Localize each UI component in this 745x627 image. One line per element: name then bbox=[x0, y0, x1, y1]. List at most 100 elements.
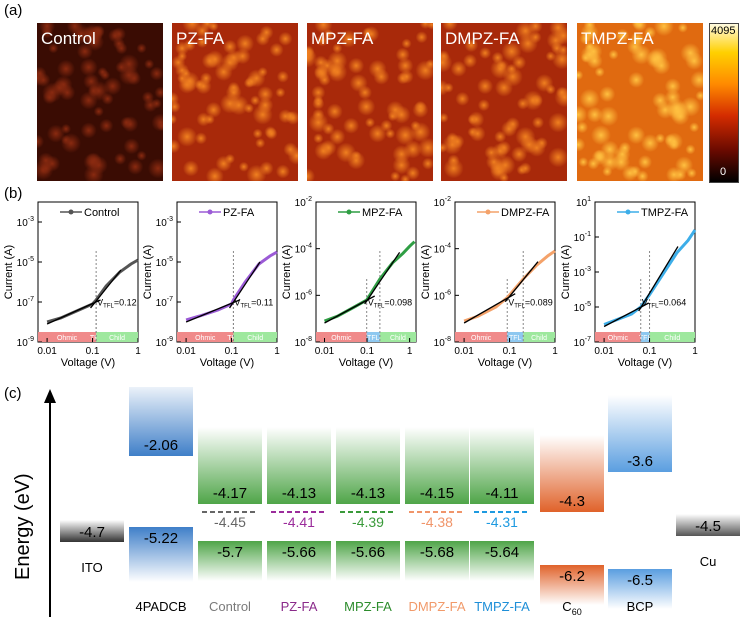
energy-column-pz-fa: -4.13 -4.41 -5.66 PZ-FA bbox=[267, 427, 331, 614]
y-tick-label: 10-5 bbox=[156, 256, 173, 269]
region-label: Ohmic bbox=[57, 335, 78, 342]
x-tick-label: 0.01 bbox=[594, 346, 614, 357]
region-label: Child bbox=[390, 335, 406, 342]
y-tick-label: 10-3 bbox=[156, 216, 173, 229]
panel-label-c: (c) bbox=[4, 385, 22, 402]
level-value: -4.5 bbox=[695, 518, 721, 535]
y-tick-label: 10-2 bbox=[434, 196, 451, 209]
x-tick-label: 1 bbox=[274, 346, 280, 357]
y-tick-label: 10-5 bbox=[17, 256, 34, 269]
colorbar-max-label: 4095 bbox=[711, 25, 736, 37]
region-bar-ohmic bbox=[38, 332, 97, 342]
region-bar-ohmic bbox=[316, 332, 367, 342]
y-tick-label: 10-6 bbox=[434, 289, 451, 302]
lumo-value: -3.6 bbox=[627, 453, 653, 470]
data-curve bbox=[323, 240, 416, 323]
vtfl-sub: TFL bbox=[103, 304, 114, 310]
colorbar-min-label: 0 bbox=[720, 166, 727, 178]
column-name: PZ-FA bbox=[281, 599, 318, 614]
legend-marker bbox=[68, 209, 74, 215]
region-label: Child bbox=[247, 335, 263, 342]
x-tick-label: 0.01 bbox=[454, 346, 474, 357]
homo-value: -5.66 bbox=[282, 544, 316, 561]
sclc-plots: Ohmic TFL Child 10-3 10-5 10-7 10-9 0.01 0.1 1 Vol… bbox=[3, 196, 698, 369]
afm-image-pz-fa: PZ-FA bbox=[172, 23, 298, 181]
lumo-band bbox=[336, 427, 400, 504]
legend-label: MPZ-FA bbox=[362, 207, 403, 219]
region-bar-child bbox=[523, 332, 555, 342]
region-label: Ohmic bbox=[471, 335, 492, 342]
afm-image-dmpz-fa: DMPZ-FA bbox=[441, 23, 567, 181]
vtfl-label: VTFL=0.11 bbox=[234, 298, 273, 310]
fit-line-tfl bbox=[90, 269, 122, 309]
lumo-band bbox=[267, 427, 331, 504]
x-axis-label: Voltage (V) bbox=[478, 357, 532, 369]
column-name: BCP bbox=[627, 599, 654, 614]
region-bar-child bbox=[649, 332, 695, 342]
y-tick-label: 10-8 bbox=[434, 336, 451, 349]
energy-column-dmpz-fa: -4.15 -4.38 -5.68 DMPZ-FA bbox=[405, 427, 469, 614]
region-label: Ohmic bbox=[608, 335, 629, 342]
y-tick-label: 10-7 bbox=[574, 336, 591, 349]
fermi-level-value: -4.38 bbox=[421, 514, 453, 530]
legend-label: DMPZ-FA bbox=[501, 207, 550, 219]
y-tick-label: 10-5 bbox=[574, 301, 591, 314]
fermi-level-value: -4.45 bbox=[214, 514, 246, 530]
fit-line-ohmic bbox=[463, 293, 516, 324]
lumo-band bbox=[198, 427, 262, 504]
y-tick-label: 10-9 bbox=[156, 336, 173, 349]
y-tick-label: 10-7 bbox=[156, 296, 173, 309]
afm-image-control: Control bbox=[37, 23, 163, 181]
y-tick-label: 10-6 bbox=[295, 289, 312, 302]
lumo-value: -4.13 bbox=[351, 485, 385, 502]
fermi-level-value: -4.31 bbox=[486, 514, 518, 530]
data-curve bbox=[46, 258, 139, 324]
sclc-plot-mpz-fa: Ohmic TFL Child 10-2 10-4 10-6 10-80.01 0.1 1 Vol… bbox=[281, 196, 417, 369]
y-tick-exp: -7 bbox=[585, 336, 591, 343]
column-name: ITO bbox=[81, 560, 102, 575]
homo-value: -5.68 bbox=[420, 544, 454, 561]
panel-label-a: (a) bbox=[4, 2, 23, 19]
region-bar-ohmic bbox=[177, 332, 234, 342]
sclc-plot-control: Ohmic TFL Child 10-3 10-5 10-7 10-90.01 0.1 1 Vol… bbox=[3, 201, 141, 369]
region-label: TFL bbox=[509, 335, 522, 342]
sclc-plot-dmpz-fa: Ohmic TFL Child 10-2 10-4 10-6 10-80.01 0.1 1 Vol… bbox=[420, 196, 558, 369]
plot-frame bbox=[315, 201, 417, 343]
vtfl-sub: TFL bbox=[240, 304, 251, 310]
homo-band bbox=[608, 569, 672, 609]
afm-label-dmpz-fa: DMPZ-FA bbox=[445, 29, 520, 48]
vtfl-label: VTFL=0.064 bbox=[642, 298, 686, 310]
y-tick-exp: -3 bbox=[28, 216, 34, 223]
y-tick-label: 10-3 bbox=[574, 266, 591, 279]
homo-band bbox=[198, 541, 262, 581]
fit-line-tfl bbox=[504, 261, 539, 303]
afm-label-pz-fa: PZ-FA bbox=[176, 29, 225, 48]
x-tick-label: 0.1 bbox=[86, 346, 100, 357]
y-tick-exp: -5 bbox=[167, 256, 173, 263]
x-tick-label: 1 bbox=[552, 346, 558, 357]
vtfl-label: VTFL=0.12 bbox=[97, 298, 136, 310]
vtfl-value: =0.064 bbox=[658, 298, 686, 308]
x-tick-label: 0.01 bbox=[37, 346, 57, 357]
homo-band bbox=[470, 541, 534, 581]
lumo-value: -4.13 bbox=[282, 485, 316, 502]
region-label: Child bbox=[109, 335, 125, 342]
x-tick-label: 1 bbox=[135, 346, 141, 357]
lumo-value: -4.15 bbox=[420, 485, 454, 502]
fit-line-tfl bbox=[229, 261, 261, 309]
afm-colorbar bbox=[709, 23, 739, 183]
homo-value: -6.5 bbox=[627, 572, 653, 589]
y-tick-exp: -8 bbox=[445, 336, 451, 343]
column-name: MPZ-FA bbox=[344, 599, 392, 614]
region-label: Ohmic bbox=[331, 335, 352, 342]
y-tick-exp: 1 bbox=[587, 196, 591, 203]
x-axis-label: Voltage (V) bbox=[339, 357, 393, 369]
region-bar-tfl bbox=[640, 332, 650, 342]
afm-image-tmpz-fa: TMPZ-FA bbox=[577, 23, 703, 181]
x-tick-label: 0.1 bbox=[225, 346, 239, 357]
energy-column-cu: -4.5 Cu bbox=[676, 514, 740, 569]
y-tick-label: 10-4 bbox=[434, 243, 451, 256]
level-value: -4.7 bbox=[79, 524, 105, 541]
region-bar-tfl bbox=[507, 332, 524, 342]
y-tick-exp: -1 bbox=[585, 231, 591, 238]
